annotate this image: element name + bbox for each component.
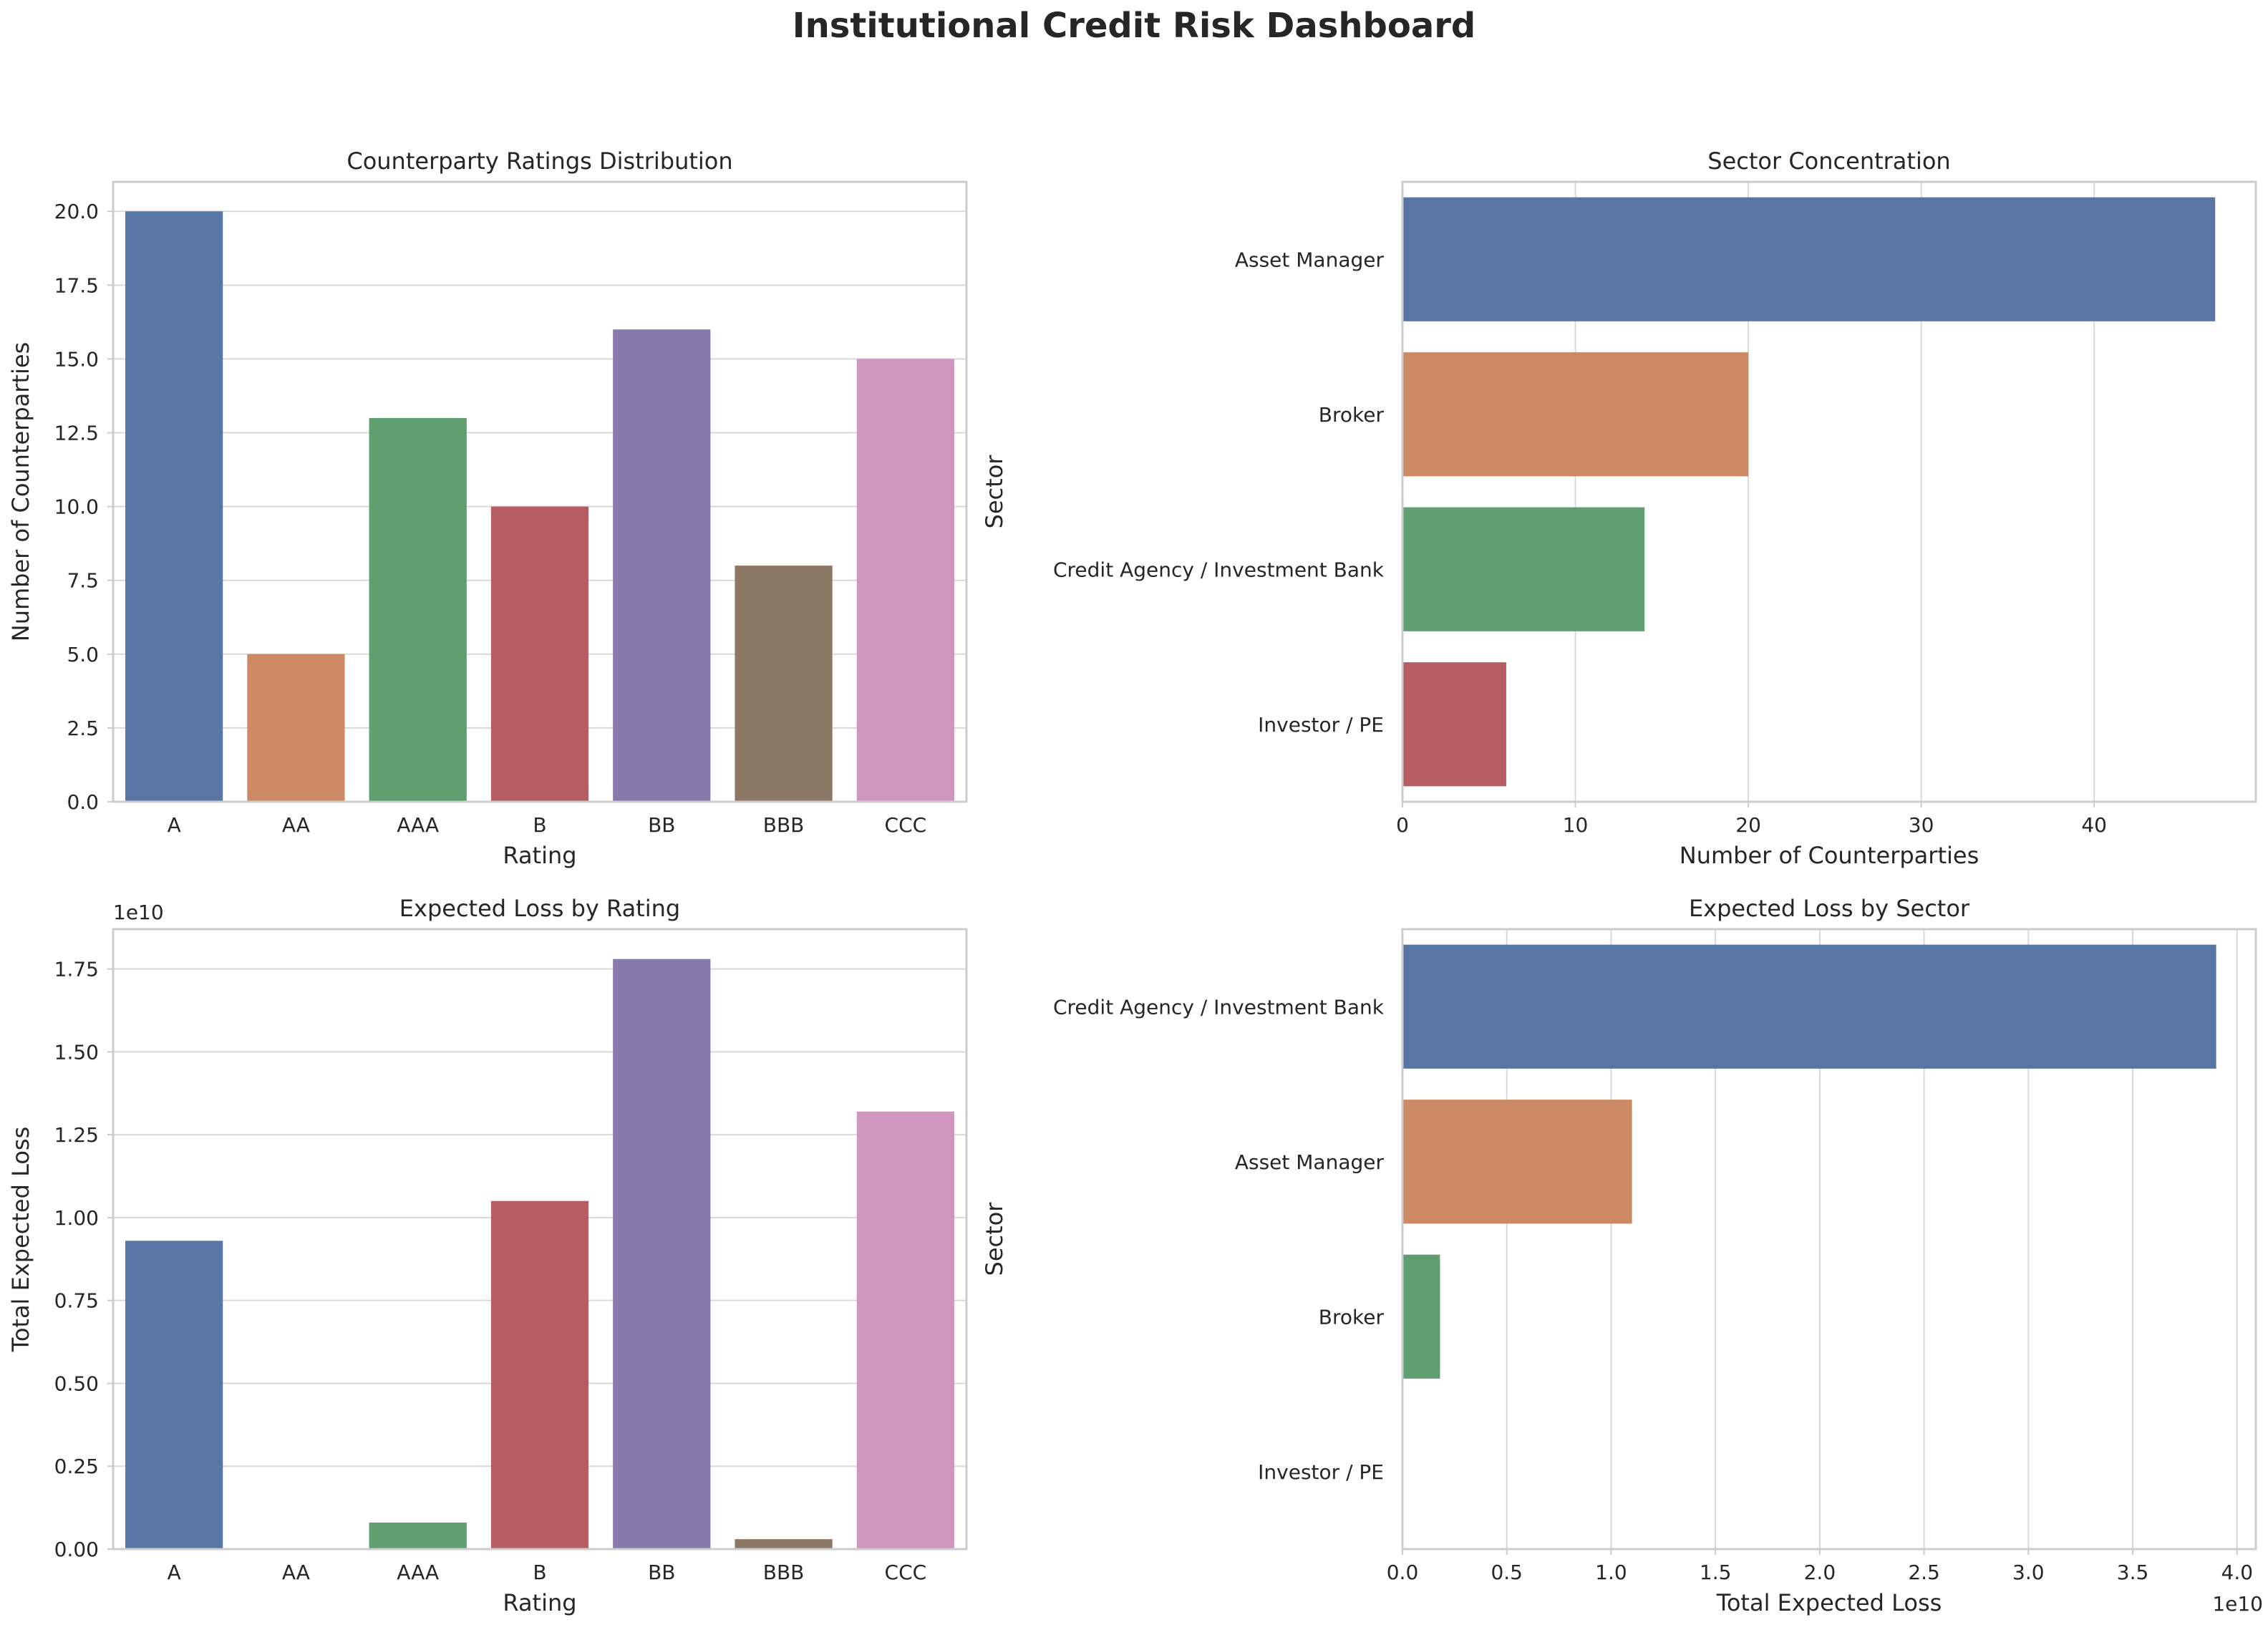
x-tick-label: 10 <box>1563 813 1589 837</box>
bar-aaa <box>369 1522 467 1549</box>
chart-title: Expected Loss by Rating <box>399 895 680 922</box>
x-tick-label: 40 <box>2081 813 2107 837</box>
y-tick-label: 1.50 <box>54 1040 99 1064</box>
y-tick-label: 0.25 <box>54 1455 99 1478</box>
bar-broker <box>1402 352 1749 477</box>
y-tick-label: Credit Agency / Investment Bank <box>1053 995 1385 1019</box>
x-tick-label: AAA <box>397 813 439 837</box>
bar-a <box>125 211 223 802</box>
y-tick-label: 2.5 <box>67 717 99 740</box>
x-tick-label: A <box>168 1561 181 1584</box>
bar-a <box>125 1241 223 1549</box>
y-tick-label: 5.0 <box>67 643 99 666</box>
x-tick-label: AAA <box>397 1561 439 1584</box>
y-tick-label: 20.0 <box>54 200 99 223</box>
y-tick-label: Investor / PE <box>1258 1460 1384 1484</box>
bar-bb <box>613 329 711 802</box>
x-tick-label: CCC <box>885 1561 927 1584</box>
y-tick-label: 10.0 <box>54 495 99 519</box>
axis-offset-label: 1e10 <box>113 901 164 924</box>
x-tick-label: 20 <box>1735 813 1761 837</box>
y-tick-label: Asset Manager <box>1235 248 1385 271</box>
y-axis-label: Sector <box>981 455 1008 529</box>
plot-frame <box>112 928 968 1551</box>
chart-3: Expected Loss by Rating 0.00 0.25 0.50 0.75 1… <box>7 895 968 1616</box>
x-tick-label: 1.0 <box>1595 1561 1627 1584</box>
bar-b <box>490 506 589 802</box>
bar-credit-agency-investment-bank <box>1402 944 2216 1069</box>
x-tick-label: 30 <box>1909 813 1934 837</box>
bar-ccc <box>856 1111 954 1549</box>
y-tick-label: 0.50 <box>54 1372 99 1395</box>
y-tick-label: 0.75 <box>54 1289 99 1313</box>
y-tick-label: 12.5 <box>54 422 99 445</box>
x-tick-label: 4.0 <box>2221 1561 2254 1584</box>
chart-title: Expected Loss by Sector <box>1689 895 1970 922</box>
x-tick-label: BBB <box>763 1561 805 1584</box>
y-tick-label: 0.00 <box>54 1538 99 1561</box>
y-tick-label: 1.00 <box>54 1206 99 1230</box>
x-tick-label: A <box>168 813 181 837</box>
bar-bb <box>613 959 711 1549</box>
bar-credit-agency-investment-bank <box>1402 507 1645 631</box>
x-axis-label: Total Expected Loss <box>1716 1589 1942 1616</box>
x-tick-label: 1.5 <box>1700 1561 1732 1584</box>
bar-asset-manager <box>1402 1100 1632 1224</box>
bar-aaa <box>369 417 467 802</box>
chart-title: Sector Concentration <box>1707 147 1950 175</box>
x-tick-label: B <box>533 813 546 837</box>
y-axis-label: Total Expected Loss <box>7 1127 34 1353</box>
bar-aa <box>247 654 345 802</box>
x-tick-label: 0.5 <box>1491 1561 1523 1584</box>
x-axis-label: Rating <box>503 1589 576 1616</box>
plot-frame <box>1401 180 2257 803</box>
y-tick-label: 17.5 <box>54 273 99 297</box>
x-tick-label: BB <box>648 813 675 837</box>
x-axis-label: Number of Counterparties <box>1680 842 1979 869</box>
y-tick-label: 1.75 <box>54 958 99 981</box>
x-tick-label: B <box>533 1561 546 1584</box>
x-tick-label: BBB <box>763 813 805 837</box>
bar-ccc <box>856 359 954 802</box>
x-tick-label: 3.5 <box>2117 1561 2149 1584</box>
y-tick-label: 1.25 <box>54 1123 99 1147</box>
y-tick-label: Investor / PE <box>1258 713 1384 737</box>
dashboard-title: Institutional Credit Risk Dashboard <box>792 6 1476 46</box>
y-tick-label: 15.0 <box>54 347 99 371</box>
bar-investor-pe <box>1402 662 1506 787</box>
x-tick-label: BB <box>648 1561 675 1584</box>
x-tick-label: 0.0 <box>1387 1561 1419 1584</box>
y-tick-label: Credit Agency / Investment Bank <box>1053 558 1385 581</box>
bar-b <box>490 1200 589 1549</box>
x-tick-label: AA <box>282 813 310 837</box>
y-axis-label: Number of Counterparties <box>7 342 34 641</box>
x-tick-label: 2.5 <box>1908 1561 1940 1584</box>
x-tick-label: 3.0 <box>2012 1561 2045 1584</box>
bar-bbb <box>735 1539 833 1549</box>
y-tick-label: 7.5 <box>67 569 99 593</box>
bar-asset-manager <box>1402 197 2216 321</box>
plot-frame <box>1401 928 2257 1551</box>
y-tick-label: 0.0 <box>67 790 99 814</box>
bar-broker <box>1402 1254 1440 1379</box>
bar-bbb <box>735 566 833 802</box>
plot-frame <box>112 180 968 803</box>
x-tick-label: CCC <box>885 813 927 837</box>
chart-4: Expected Loss by Sector 0.0 0.5 1.0 1.5 2.0 2.… <box>981 895 2263 1616</box>
y-tick-label: Broker <box>1319 1305 1385 1329</box>
chart-2: Sector Concentration 0 10 20 30 40 Asset Manag… <box>981 147 2257 869</box>
x-axis-label: Rating <box>503 842 576 869</box>
axis-offset-label: 1e10 <box>2212 1592 2263 1616</box>
x-tick-label: 0 <box>1396 813 1409 837</box>
x-tick-label: AA <box>282 1561 310 1584</box>
chart-1: Counterparty Ratings Distribution 0.0 2.5 5… <box>7 147 968 869</box>
chart-title: Counterparty Ratings Distribution <box>346 147 732 175</box>
y-axis-label: Sector <box>981 1202 1008 1276</box>
y-tick-label: Asset Manager <box>1235 1150 1385 1174</box>
y-tick-label: Broker <box>1319 403 1385 427</box>
x-tick-label: 2.0 <box>1804 1561 1836 1584</box>
